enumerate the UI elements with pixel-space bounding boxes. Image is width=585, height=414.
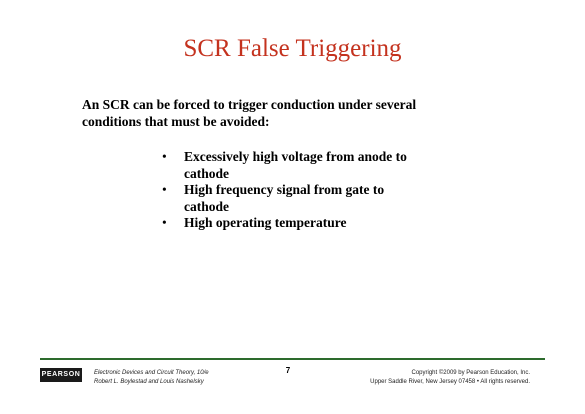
slide-title: SCR False Triggering [183,35,402,62]
book-title: Electronic Devices and Circuit Theory, 1… [94,370,209,376]
bullet-dot-icon: • [162,215,167,230]
footer-divider [40,358,545,360]
book-authors: Robert L. Boylestad and Louis Nashelsky [94,379,204,385]
bullet-text-line-1: High frequency signal from gate to [184,182,385,197]
bullet-dot-icon: • [162,182,167,197]
bullet-list: • Excessively high voltage from anode to… [160,149,460,232]
footer-book-info: Electronic Devices and Circuit Theory, 1… [94,369,209,387]
bullet-text-line-1: High operating temperature [184,215,347,230]
bullet-item: • High frequency signal from gate to cat… [160,182,460,215]
intro-line-2: conditions that must be avoided: [82,114,270,129]
bullet-text-line-1: Excessively high voltage from anode to [184,149,407,164]
intro-paragraph: An SCR can be forced to trigger conducti… [82,96,482,130]
bullet-item: • High operating temperature [160,215,460,232]
bullet-text-line-2: cathode [184,165,229,181]
bullet-dot-icon: • [162,149,167,164]
copyright-line-1: Copyright ©2009 by Pearson Education, In… [411,370,531,376]
footer-copyright: Copyright ©2009 by Pearson Education, In… [370,369,530,387]
bullet-text-line-2: cathode [184,198,229,214]
intro-line-1: An SCR can be forced to trigger conducti… [82,97,417,112]
page-number: 7 [285,366,291,375]
bullet-item: • Excessively high voltage from anode to… [160,149,460,182]
pearson-logo: PEARSON [40,368,82,382]
copyright-line-2: Upper Saddle River, New Jersey 07458 • A… [370,379,530,385]
